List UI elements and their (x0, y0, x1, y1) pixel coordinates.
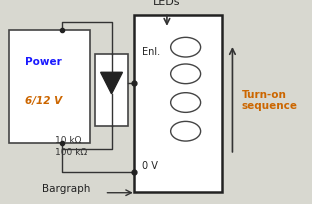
Bar (134, 16, 222, 192)
Text: 100 kΩ: 100 kΩ (55, 147, 87, 156)
Text: 6/12 V: 6/12 V (25, 95, 62, 105)
Text: LEDs: LEDs (153, 0, 181, 7)
Polygon shape (100, 73, 122, 94)
Text: 10 kΩ: 10 kΩ (55, 135, 81, 144)
Text: Enl.: Enl. (142, 47, 160, 57)
Text: 0 V: 0 V (142, 160, 158, 170)
Circle shape (171, 38, 201, 58)
Text: Bargraph: Bargraph (42, 183, 90, 193)
Circle shape (171, 122, 201, 141)
Circle shape (171, 65, 201, 84)
Text: Turn-on
sequence: Turn-on sequence (242, 89, 298, 111)
Text: Power: Power (25, 57, 62, 67)
Bar (9, 31, 90, 143)
Circle shape (171, 93, 201, 113)
Bar (95, 55, 128, 126)
